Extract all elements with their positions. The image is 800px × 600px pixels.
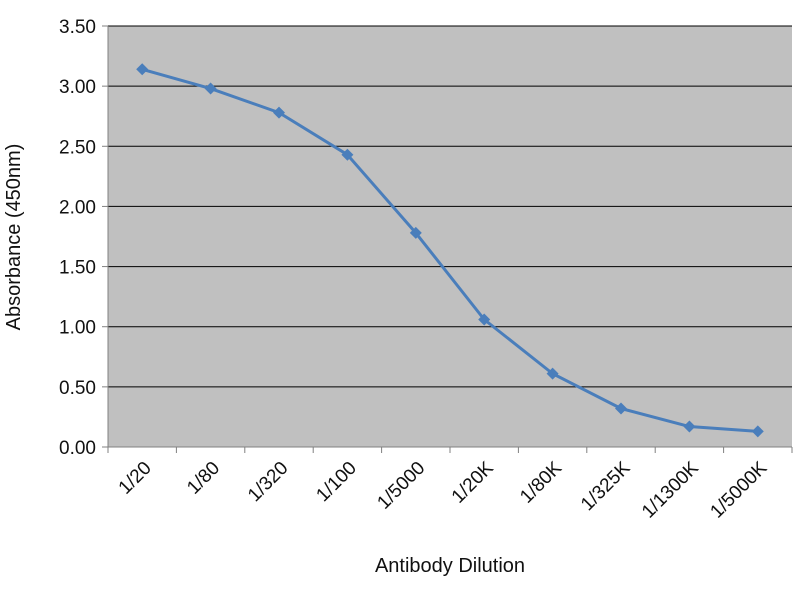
x-tick-label: 1/80K	[516, 457, 566, 507]
y-tick-label: 0.00	[59, 438, 96, 459]
data-point-marker	[615, 402, 627, 415]
y-tick-label: 3.50	[59, 17, 96, 38]
y-tick-label: 1.00	[59, 318, 96, 339]
data-point-marker	[478, 313, 491, 326]
series-group	[136, 63, 764, 438]
x-tick-label: 1/320	[244, 458, 292, 506]
data-point-marker	[409, 226, 422, 239]
x-tick-label: 1/5000K	[706, 457, 771, 522]
data-point-marker	[546, 367, 559, 380]
y-axis-title: Absorbance (450nm)	[3, 144, 25, 331]
x-axis-title: Antibody Dilution	[375, 555, 525, 577]
y-tick-label: 0.50	[59, 378, 96, 399]
y-tick-label: 1.50	[59, 258, 96, 279]
x-tick-label: 1/100	[312, 458, 360, 506]
data-point-marker	[136, 63, 149, 76]
grid-lines	[108, 25, 792, 388]
x-tick-label: 1/325K	[577, 457, 635, 515]
data-point-marker	[204, 82, 217, 95]
series-line	[140, 67, 760, 433]
data-point-marker	[273, 106, 285, 119]
x-tick-label: 1/5000	[373, 458, 429, 514]
y-axis-ticks: 0.00 0.50 1.00 1.50 2.00 2.50 3.00 3.50	[59, 17, 108, 459]
x-tick-label: 1/20K	[448, 457, 498, 507]
y-tick-label: 2.00	[59, 197, 96, 218]
x-tick-label: 1/20	[115, 458, 156, 499]
plot-area	[108, 26, 792, 447]
x-axis-ticks: 1/20 1/80 1/320 1/100 1/5000 1/20K 1/80K 1/325K…	[107, 447, 793, 523]
data-point-marker	[683, 420, 696, 433]
data-point-marker	[751, 425, 764, 438]
x-tick-label: 1/80	[183, 458, 224, 499]
y-tick-label: 3.00	[59, 77, 96, 98]
x-tick-label: 1/1300K	[638, 457, 703, 522]
data-point-marker	[341, 148, 354, 161]
y-tick-label: 2.50	[59, 137, 96, 158]
